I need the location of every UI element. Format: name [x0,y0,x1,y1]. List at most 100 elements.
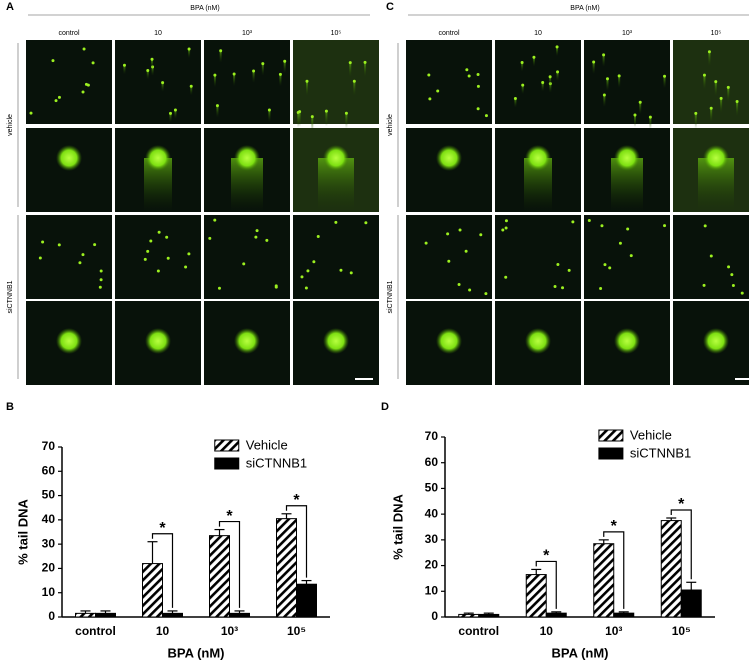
nucleus [157,230,161,234]
comet-tail [633,114,636,127]
significance-label: * [226,508,233,525]
nucleus [602,93,606,97]
nucleus [614,145,640,171]
nucleus [173,108,177,112]
nucleus [146,68,150,72]
nucleus [714,80,718,84]
comet-tail [514,98,517,108]
nucleus [663,74,667,78]
nucleus [352,79,356,83]
x-tick-label: control [75,624,116,638]
nucleus [702,73,706,77]
nucleus [520,60,524,64]
y-tick-label: 10 [425,583,439,597]
row-label: vehicle [7,114,14,136]
bar [680,589,702,618]
nucleus [436,89,440,93]
comet-tail [261,63,264,76]
nucleus [504,226,508,230]
comet-tail [521,62,524,72]
nucleus [339,268,343,272]
column-label: control [58,30,79,37]
row-label: vehicle [387,114,394,136]
nucleus [41,240,45,244]
bar [296,583,317,618]
nucleus [571,220,575,224]
comet-tail [714,81,717,97]
comet-tail [606,78,609,91]
nucleus [145,145,171,171]
nucleus [730,273,734,277]
comet-tail [219,50,222,63]
x-axis-title: BPA (nM) [551,645,608,660]
nucleus [363,60,367,64]
comet-tail [268,109,271,122]
bar [229,612,250,618]
nucleus [726,85,730,89]
nucleus [54,99,58,103]
nucleus [234,145,260,171]
x-tick-label: 10 [540,624,554,638]
y-tick-label: 20 [42,561,56,575]
y-tick-label: 70 [42,439,56,453]
nucleus [184,265,188,269]
significance-bracket [603,531,625,609]
nucleus [484,114,488,118]
comet-tail [703,75,706,91]
nucleus [29,111,33,115]
comet-tail [298,111,301,127]
y-tick-label: 30 [425,532,439,546]
nucleus [334,220,338,224]
legend-swatch [598,447,624,460]
comet-tail [556,71,559,81]
nucleus [364,221,368,225]
nucleus [304,286,308,290]
nucleus [219,49,223,53]
nucleus [99,278,103,282]
nucleus [709,106,713,110]
significance-label: * [293,492,300,509]
nucleus [467,74,471,78]
nucleus [731,283,735,287]
comet-tail [710,108,713,124]
nucleus [447,259,451,263]
bar [478,613,500,618]
nucleus [149,239,153,243]
nucleus [614,328,640,354]
nucleus [556,70,560,74]
comet-tail [736,101,739,117]
nucleus [727,265,731,269]
comet-tail [123,65,126,75]
comet-tail [663,76,666,89]
nucleus [78,261,82,265]
significance-bracket [670,509,692,580]
micrograph [26,40,112,124]
nucleus [312,260,316,264]
column-label: 10³ [242,30,253,37]
comet-tail [169,113,172,123]
legend-label: Vehicle [246,437,288,452]
comet-tail [353,81,356,97]
nucleus [428,97,432,101]
y-tick-label: 10 [42,585,56,599]
nucleus [145,328,171,354]
nucleus [254,235,258,239]
comet-tail [556,46,559,56]
comet-tail [345,113,348,129]
nucleus [553,284,557,288]
nucleus [143,257,147,261]
comet-tail [283,61,286,74]
legend-label: siCTNNB1 [246,455,307,470]
nucleus [592,60,596,64]
nucleus [476,107,480,111]
row-label: siCTNNB1 [387,280,394,313]
nucleus [476,72,480,76]
nucleus [602,53,606,57]
nucleus [525,145,551,171]
column-label: 10⁵ [331,30,342,37]
nucleus [504,219,508,223]
header: BPA (nM) [570,5,599,12]
y-tick-label: 70 [425,429,439,443]
nucleus [298,110,302,114]
y-tick-label: 30 [42,536,56,550]
